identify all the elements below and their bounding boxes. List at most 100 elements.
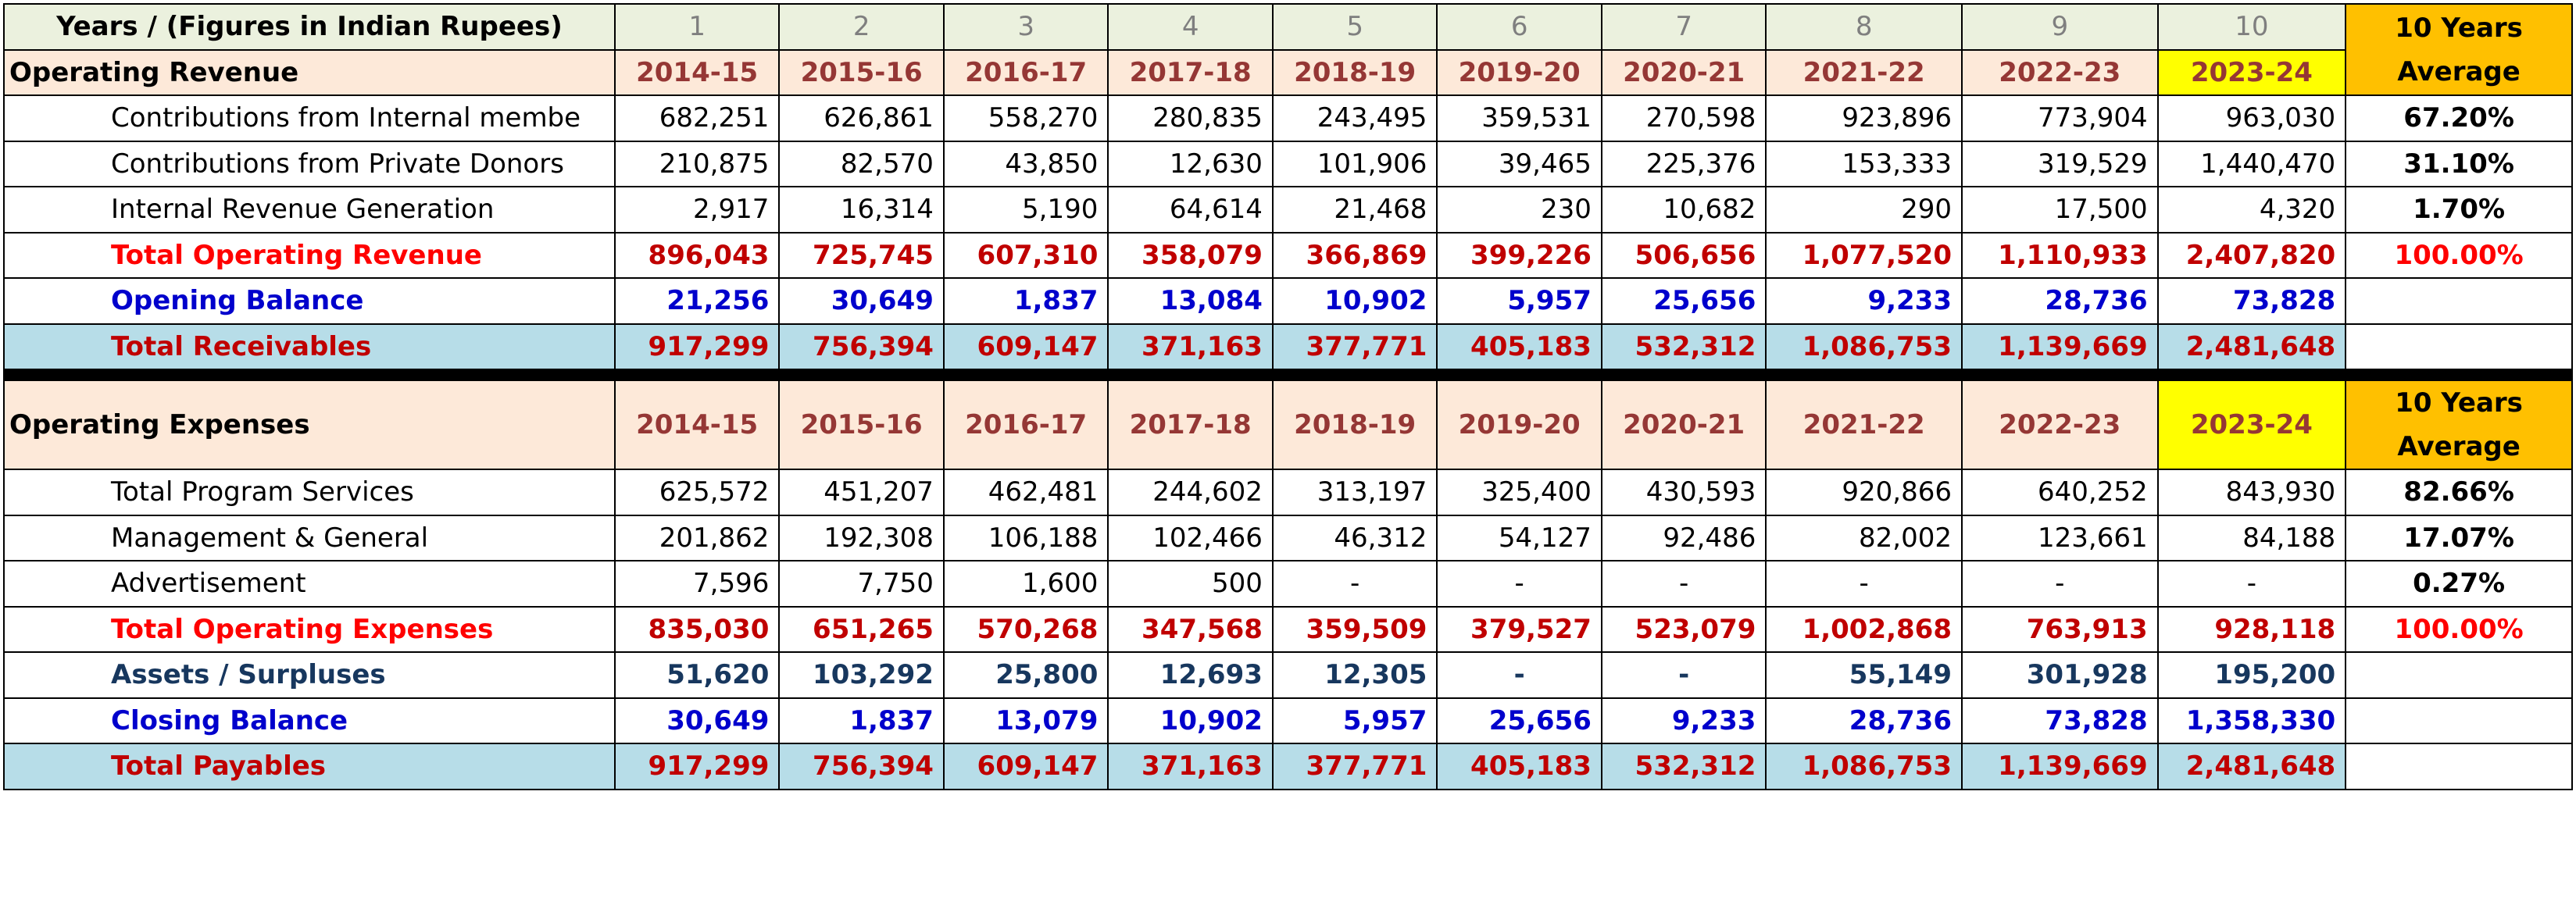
fiscal-year-cell: 2014-15 <box>613 48 781 96</box>
expense-row-label: Total Program Services <box>3 469 616 516</box>
value-cell: 280,835 <box>1107 94 1274 142</box>
value-cell: 225,376 <box>1600 140 1767 187</box>
value-cell: - <box>1271 560 1438 608</box>
value-cell: 2,917 <box>613 186 781 233</box>
value-cell: 12,305 <box>1271 651 1438 699</box>
value-cell: 607,310 <box>942 231 1109 279</box>
total-operating-expenses-row-label: Total Operating Expenses <box>3 605 616 653</box>
value-cell: 39,465 <box>1436 140 1602 187</box>
average-empty-cell <box>2345 277 2573 325</box>
value-cell: 532,312 <box>1600 743 1767 790</box>
fiscal-year-cell: 2021-22 <box>1765 48 1963 96</box>
value-cell: 1,358,330 <box>2156 697 2347 744</box>
value-cell: 626,861 <box>778 94 945 142</box>
ten-year-average-header: 10 Years Average <box>2345 380 2573 470</box>
value-cell: 210,875 <box>613 140 781 187</box>
value-cell: 920,866 <box>1765 469 1963 516</box>
value-cell: 30,649 <box>778 277 945 325</box>
fiscal-year-cell: 2023-24 <box>2156 380 2347 470</box>
value-cell: 763,913 <box>1961 605 2159 653</box>
value-cell: 25,656 <box>1600 277 1767 325</box>
value-cell: 101,906 <box>1271 140 1438 187</box>
value-cell: 725,745 <box>778 231 945 279</box>
value-cell: 13,079 <box>942 697 1109 744</box>
fiscal-year-cell: 2023-24 <box>2156 48 2347 96</box>
revenue-row-label: Contributions from Internal membe <box>3 94 616 142</box>
value-cell: 756,394 <box>778 743 945 790</box>
operating-revenue-title: Operating Revenue <box>3 48 616 96</box>
value-cell: 843,930 <box>2156 469 2347 516</box>
expenses-header-row: Operating Expenses 2014-15 2015-16 2016-17 2… <box>3 380 2573 470</box>
year-number-cell: 10 <box>2156 3 2347 51</box>
year-number-cell: 9 <box>1961 3 2159 51</box>
value-cell: 10,902 <box>1107 697 1274 744</box>
value-cell: 917,299 <box>613 743 781 790</box>
value-cell: 46,312 <box>1271 514 1438 561</box>
value-cell: 103,292 <box>778 651 945 699</box>
fiscal-year-cell: 2017-18 <box>1107 48 1274 96</box>
value-cell: 506,656 <box>1600 231 1767 279</box>
value-cell: - <box>1600 651 1767 699</box>
total-operating-revenue-row-label: Total Operating Revenue <box>3 231 616 279</box>
value-cell: - <box>1600 560 1767 608</box>
value-cell: 10,902 <box>1271 277 1438 325</box>
value-cell: 64,614 <box>1107 186 1274 233</box>
value-cell: 451,207 <box>778 469 945 516</box>
value-cell: 51,620 <box>613 651 781 699</box>
value-cell: 325,400 <box>1436 469 1602 516</box>
value-cell: - <box>1436 651 1602 699</box>
value-cell: 532,312 <box>1600 323 1767 370</box>
value-cell: 9,233 <box>1765 277 1963 325</box>
total-operating-revenue-row: Total Operating Revenue 896,043 725,745 607… <box>3 231 2573 279</box>
value-cell: 192,308 <box>778 514 945 561</box>
total-operating-revenue-row-average: 100.00% <box>2345 231 2573 279</box>
revenue-row-average: 31.10% <box>2345 140 2573 187</box>
expense-row: Total Program Services 625,572 451,207 462,… <box>3 469 2573 516</box>
total-receivables-row-label: Total Receivables <box>3 323 616 370</box>
value-cell: 244,602 <box>1107 469 1274 516</box>
value-cell: 2,481,648 <box>2156 323 2347 370</box>
value-cell: 405,183 <box>1436 743 1602 790</box>
fiscal-year-cell: 2022-23 <box>1961 48 2159 96</box>
value-cell: 21,468 <box>1271 186 1438 233</box>
revenue-row: Contributions from Private Donors 210,875… <box>3 140 2573 187</box>
value-cell: 358,079 <box>1107 231 1274 279</box>
value-cell: 25,656 <box>1436 697 1602 744</box>
value-cell: 153,333 <box>1765 140 1963 187</box>
fiscal-year-cell: 2020-21 <box>1600 380 1767 470</box>
opening-balance-row: Opening Balance 21,256 30,649 1,837 13,084 10… <box>3 277 2573 325</box>
value-cell: 4,320 <box>2156 186 2347 233</box>
value-cell: 359,531 <box>1436 94 1602 142</box>
value-cell: 82,570 <box>778 140 945 187</box>
value-cell: 5,190 <box>942 186 1109 233</box>
fiscal-year-cell: 2019-20 <box>1436 48 1602 96</box>
fiscal-year-cell: 2017-18 <box>1107 380 1274 470</box>
value-cell: 625,572 <box>613 469 781 516</box>
year-number-cell: 7 <box>1600 3 1767 51</box>
value-cell: 379,527 <box>1436 605 1602 653</box>
value-cell: 106,188 <box>942 514 1109 561</box>
value-cell: 609,147 <box>942 743 1109 790</box>
value-cell: - <box>1961 560 2159 608</box>
value-cell: 399,226 <box>1436 231 1602 279</box>
value-cell: 313,197 <box>1271 469 1438 516</box>
value-cell: 570,268 <box>942 605 1109 653</box>
value-cell: 1,002,868 <box>1765 605 1963 653</box>
fiscal-year-cell: 2015-16 <box>778 380 945 470</box>
year-number-row: Years / (Figures in Indian Rupees) 1 2 3 4 5 6… <box>3 3 2573 96</box>
value-cell: 377,771 <box>1271 743 1438 790</box>
value-cell: 430,593 <box>1600 469 1767 516</box>
value-cell: 7,596 <box>613 560 781 608</box>
value-cell: 896,043 <box>613 231 781 279</box>
fiscal-year-cell: 2018-19 <box>1271 48 1438 96</box>
value-cell: 773,904 <box>1961 94 2159 142</box>
ten-year-average-header: 10 Years Average <box>2345 3 2573 96</box>
total-payables-row-label: Total Payables <box>3 743 616 790</box>
average-empty-cell <box>2345 323 2573 370</box>
expense-row: Management & General 201,862 192,308 106,18… <box>3 514 2573 561</box>
value-cell: 10,682 <box>1600 186 1767 233</box>
closing-balance-row-label: Closing Balance <box>3 697 616 744</box>
fiscal-year-cell: 2014-15 <box>613 380 781 470</box>
value-cell: 651,265 <box>778 605 945 653</box>
value-cell: 2,407,820 <box>2156 231 2347 279</box>
